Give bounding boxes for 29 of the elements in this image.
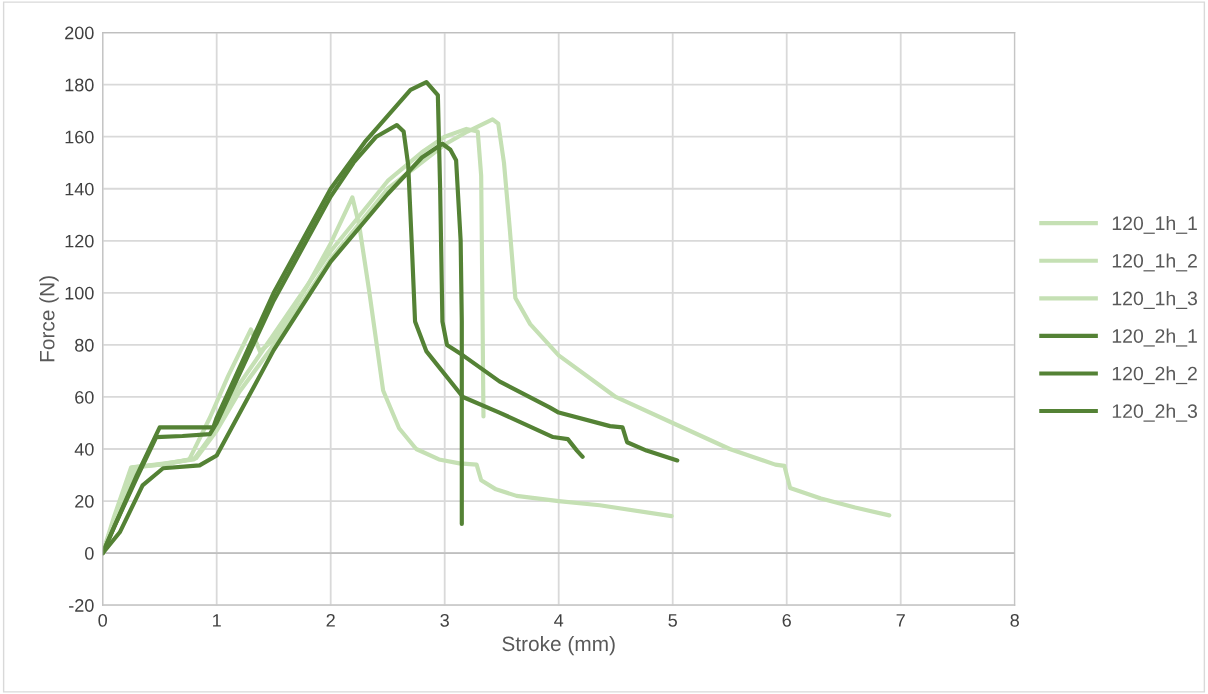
y-tick-label: 0	[85, 547, 94, 560]
legend-label: 120_1h_1	[1112, 215, 1197, 234]
x-tick-label: 2	[326, 613, 335, 627]
x-tick-label: 8	[1010, 613, 1019, 627]
x-axis-title: Stroke (mm)	[502, 635, 615, 656]
x-tick-label: 1	[213, 614, 221, 627]
y-tick-label: 60	[75, 390, 94, 404]
legend-label: 120_1h_2	[1112, 253, 1197, 272]
y-tick-label: 120	[65, 234, 94, 248]
x-tick-label: 3	[440, 613, 449, 627]
x-tick-label: 4	[554, 614, 564, 627]
legend-label: 120_2h_2	[1112, 366, 1197, 385]
y-tick-label: 40	[74, 442, 94, 456]
y-tick-label: 180	[65, 78, 94, 92]
y-tick-label: 80	[75, 338, 94, 352]
legend-label: 120_2h_1	[1112, 328, 1197, 347]
x-tick-label: 5	[668, 614, 677, 627]
x-tick-label: 6	[782, 613, 791, 627]
legend-label: 120_2h_3	[1112, 403, 1197, 422]
x-tick-label: 0	[98, 613, 107, 627]
y-tick-label: 160	[65, 130, 94, 144]
y-tick-label: 200	[65, 26, 94, 40]
y-tick-label: 100	[65, 286, 94, 300]
y-tick-label: -20	[69, 599, 94, 612]
x-tick-label: 7	[896, 614, 905, 627]
y-tick-label: 20	[75, 495, 94, 508]
y-axis-title: Force (N)	[39, 276, 59, 362]
y-tick-label: 140	[65, 182, 94, 196]
legend-label: 120_1h_3	[1112, 291, 1197, 309]
